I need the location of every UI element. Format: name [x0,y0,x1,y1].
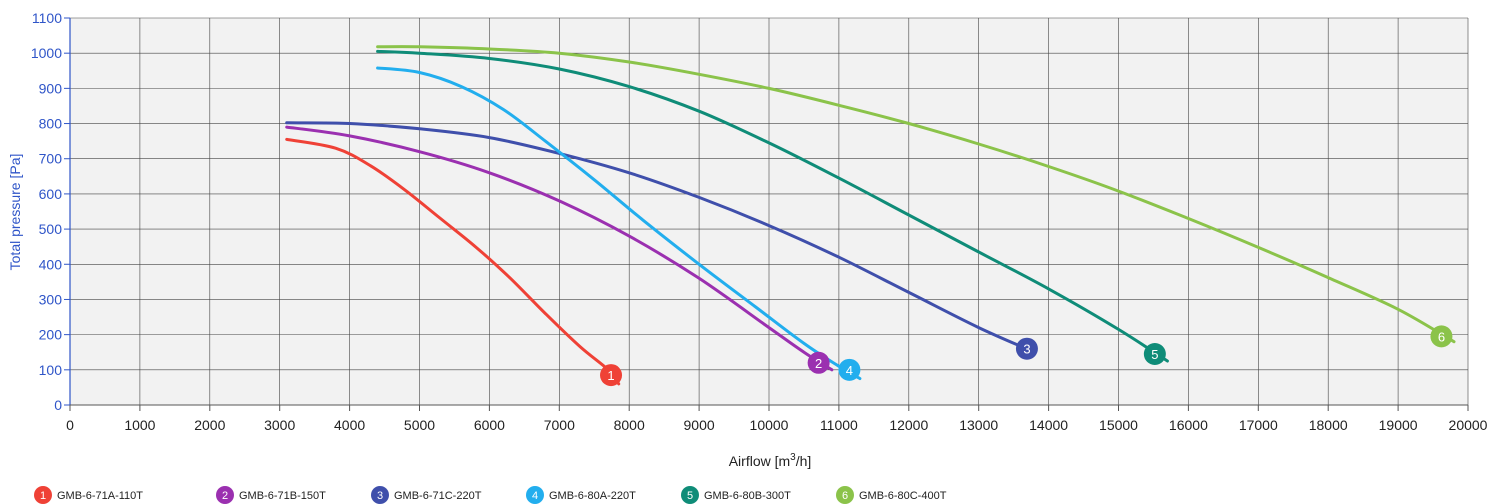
legend-swatch-number: 4 [532,490,538,502]
legend-swatch [216,486,234,504]
series-line-2 [285,125,834,372]
x-tick-label: 12000 [889,417,928,433]
legend-swatch [526,486,544,504]
series-marker-4: 4 [838,358,861,381]
legend-label: GMB-6-71A-110T [57,490,143,502]
x-tick-label: 0 [66,417,74,433]
y-tick-label: 1100 [32,10,62,26]
legend-swatch-number: 5 [687,490,693,502]
x-tick-label: 7000 [544,417,575,433]
legend-label: GMB-6-80C-400T [859,490,947,502]
legend-label: GMB-6-71B-150T [239,490,326,502]
series-line-6 [376,45,1456,344]
grid-lines [69,17,1469,406]
series-layer [285,45,1456,386]
legend-item-6: 6 GMB-6-80C-400T [836,486,947,504]
y-tick-label: 500 [39,221,63,237]
x-axis-label-base: Airflow [m [729,453,790,469]
x-axis-label-tail: /h] [796,453,812,469]
legend-item-5: 5 GMB-6-80B-300T [681,486,791,504]
series-marker-2: 2 [807,351,830,374]
marker-layer: 1 2 3 4 5 6 [600,325,1453,387]
x-tick-label: 4000 [334,417,365,433]
legend-swatch-number: 6 [842,490,848,502]
x-tick-label: 10000 [750,417,789,433]
x-tick-label: 6000 [474,417,505,433]
x-tick-label: 19000 [1379,417,1418,433]
y-tick-label: 900 [39,80,63,96]
legend-item-1: 1 GMB-6-71A-110T [34,486,143,504]
y-axis-label: Total pressure [Pa] [7,154,23,271]
series-marker-label: 2 [815,356,822,371]
series-line-3 [285,121,1037,354]
x-tick-label: 20000 [1449,417,1488,433]
series-marker-circle [600,364,623,387]
y-tick-label: 700 [39,151,63,167]
legend: 1 GMB-6-71A-110T 2 GMB-6-71B-150T 3 GMB-6-71C… [34,486,947,504]
legend-label: GMB-6-71C-220T [394,490,482,502]
legend-item-3: 3 GMB-6-71C-220T [371,486,482,504]
series-marker-circle [1015,337,1038,360]
x-axis-label: Airflow [m3/h] [729,452,812,469]
series-marker-circle [838,358,861,381]
series-marker-label: 1 [607,368,614,383]
x-tick-label: 17000 [1239,417,1278,433]
y-tick-label: 200 [39,327,63,343]
x-tick-label: 11000 [820,417,858,433]
y-tick-label: 300 [39,291,63,307]
legend-swatch [371,486,389,504]
legend-swatch [34,486,52,504]
legend-swatch-number: 3 [377,490,383,502]
x-tick-label: 3000 [264,417,295,433]
series-line-1 [285,137,621,386]
y-tick-label: 400 [39,256,63,272]
y-tick-label: 800 [39,116,63,132]
x-tick-label: 2000 [194,417,225,433]
legend-label: GMB-6-80B-300T [704,490,791,502]
x-tick-label: 13000 [959,417,998,433]
x-tick-label: 5000 [404,417,435,433]
series-marker-1: 1 [600,364,623,387]
series-marker-label: 4 [846,363,853,378]
legend-item-4: 4 GMB-6-80A-220T [526,486,636,504]
legend-swatch [681,486,699,504]
legend-swatch-number: 2 [222,490,228,502]
y-tick-label: 100 [39,362,63,378]
series-marker-5: 5 [1143,342,1166,365]
y-tick-label: 600 [39,186,63,202]
series-line-4 [376,66,862,381]
series-marker-6: 6 [1430,325,1453,348]
series-marker-circle [1143,342,1166,365]
legend-swatch-number: 1 [40,490,46,502]
series-marker-circle [807,351,830,374]
x-tick-label: 14000 [1029,417,1068,433]
y-tick-label: 1000 [31,45,62,61]
legend-item-2: 2 GMB-6-71B-150T [216,486,326,504]
legend-swatch [836,486,854,504]
y-tick-label: 0 [54,397,62,413]
series-marker-label: 5 [1151,347,1158,362]
series-line-5 [376,49,1169,363]
series-marker-3: 3 [1015,337,1038,360]
series-marker-circle [1430,325,1453,348]
x-tick-label: 1000 [124,417,155,433]
x-tick-label: 8000 [614,417,645,433]
series-marker-label: 3 [1023,342,1030,357]
x-tick-label: 9000 [684,417,715,433]
series-marker-label: 6 [1438,329,1445,344]
x-axis-label-superscript: 3 [790,452,796,463]
x-tick-label: 16000 [1169,417,1208,433]
x-tick-label: 18000 [1309,417,1348,433]
x-tick-label: 15000 [1099,417,1138,433]
legend-label: GMB-6-80A-220T [549,490,636,502]
